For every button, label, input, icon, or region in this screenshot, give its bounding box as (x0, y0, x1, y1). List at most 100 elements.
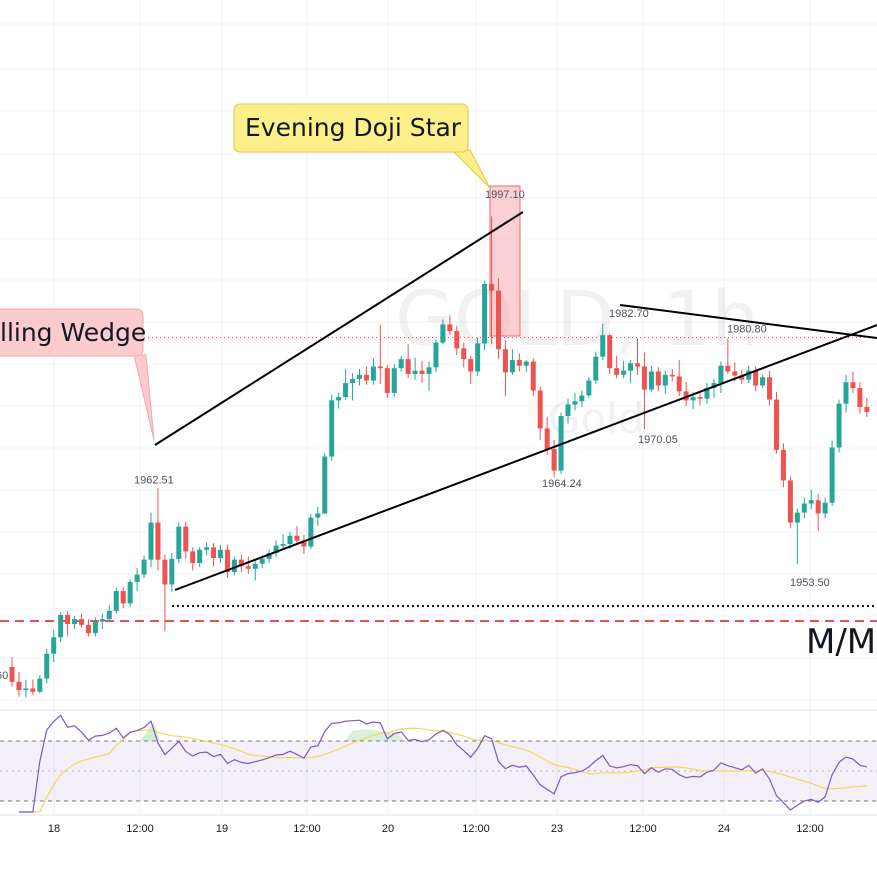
rsi-overbought-fill-1 (140, 722, 160, 741)
candle-body (30, 688, 36, 692)
candles (9, 216, 870, 698)
candle-body (537, 390, 543, 429)
candle-body (155, 522, 161, 560)
time-tick-label: 20 (382, 823, 394, 835)
candle-body (475, 343, 481, 372)
candle-82 (579, 390, 585, 407)
candle-body (732, 371, 738, 376)
candle-48 (343, 369, 349, 400)
candle-body (238, 559, 244, 567)
candle-body (496, 290, 501, 350)
candle-12 (92, 617, 98, 637)
candle-119 (836, 399, 842, 453)
candle-91 (641, 352, 647, 430)
candle-102 (718, 361, 724, 393)
price-annotation: 1982.70 (609, 308, 649, 320)
candle-body (843, 382, 849, 404)
candle-body (273, 545, 279, 554)
candle-body (628, 363, 634, 371)
callout-falling-wedge: lling Wedge (0, 308, 155, 441)
candle-20 (148, 512, 154, 568)
candle-17 (127, 579, 133, 607)
candle-92 (648, 365, 654, 393)
candle-72 (509, 349, 515, 375)
candle-body (516, 359, 522, 366)
candle-112 (787, 476, 793, 529)
candle-body (808, 500, 814, 504)
candle-4 (37, 675, 43, 694)
candle-body (370, 366, 376, 381)
candle-30 (218, 544, 223, 563)
candle-body (461, 348, 467, 360)
candle-body (502, 349, 508, 373)
candle-38 (273, 540, 279, 558)
candle-body (65, 614, 71, 625)
candle-16 (120, 586, 126, 609)
candle-body (676, 376, 682, 392)
candle-body (218, 549, 223, 559)
candle-115 (808, 489, 814, 510)
candle-109 (767, 370, 773, 406)
price-annotation: 1970.05 (638, 434, 678, 446)
candle-59 (419, 360, 425, 384)
candle-85 (600, 323, 606, 360)
candle-body (669, 374, 675, 377)
candle-body (794, 512, 800, 523)
callout-falling-wedge-pointer (133, 354, 155, 441)
candle-120 (843, 374, 849, 413)
candle-5 (44, 648, 50, 684)
rsi-line (18, 714, 868, 813)
candle-21 (155, 487, 161, 571)
callout-evening-doji-star-box (233, 103, 469, 153)
candle-body (655, 371, 661, 386)
candle-52 (370, 358, 376, 385)
time-tick-label: 23 (551, 823, 563, 835)
candle-25 (183, 521, 189, 559)
candle-114 (801, 497, 807, 519)
candle-body (245, 566, 251, 569)
candle-63 (447, 315, 453, 336)
candle-body (662, 374, 668, 386)
time-tick-label: 12:00 (293, 823, 321, 835)
candle-body (780, 449, 786, 481)
candle-body (551, 449, 557, 471)
candle-29 (211, 543, 217, 567)
candle-96 (676, 359, 682, 397)
candle-body (99, 619, 105, 622)
candle-body (829, 447, 835, 503)
candle-body (718, 365, 724, 384)
candle-body (266, 553, 272, 559)
candle-body (815, 500, 821, 514)
candle-86 (607, 333, 613, 374)
candle-body (16, 681, 22, 691)
callout-falling-wedge-box (0, 308, 144, 357)
price-annotation: 1953.50 (790, 577, 830, 589)
callout-falling-wedge-text: lling Wedge (0, 318, 146, 347)
candle-34 (245, 556, 251, 574)
price-annotation: 1980.80 (727, 323, 767, 335)
candle-body (301, 540, 307, 547)
candle-88 (621, 360, 627, 379)
candle-99 (697, 391, 703, 406)
candle-39 (280, 534, 286, 549)
candle-body (454, 331, 460, 349)
candle-50 (357, 369, 362, 386)
candle-6 (51, 629, 57, 663)
candle-body (287, 535, 293, 544)
candle-55 (391, 364, 397, 398)
candle-body (704, 388, 710, 399)
time-tick-label: 24 (718, 823, 730, 835)
price-labels: 1962.51 1997.10 1982.70 1980.80 1970.05 1964.… (0, 189, 830, 682)
candle-28 (204, 542, 210, 556)
candle-body (23, 688, 29, 691)
callout-evening-doji-star-pointer (450, 149, 491, 189)
candle-56 (398, 355, 404, 372)
candle-body (113, 591, 119, 611)
candle-body (593, 356, 599, 381)
candle-body (9, 666, 15, 682)
candle-121 (850, 371, 856, 393)
candle-body (197, 549, 203, 563)
candle-10 (79, 613, 84, 628)
candle-body (648, 371, 654, 390)
